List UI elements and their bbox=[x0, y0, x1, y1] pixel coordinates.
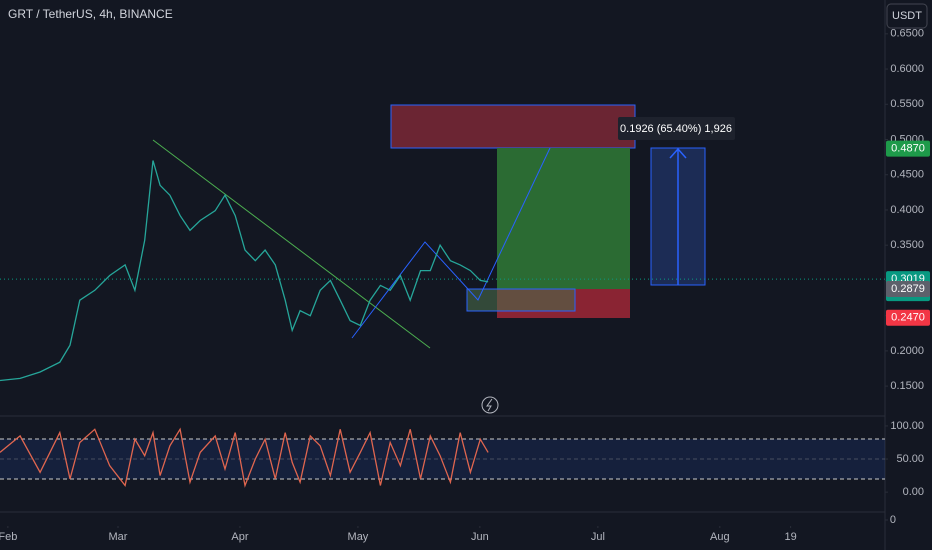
y2-tick-label: 100.00 bbox=[890, 420, 924, 432]
currency-label[interactable]: USDT bbox=[892, 10, 922, 22]
event-icon bbox=[481, 396, 499, 414]
y-tick-label: 0.6500 bbox=[890, 28, 924, 40]
y-tick-label: 0.4500 bbox=[890, 169, 924, 181]
x-tick-label: Aug bbox=[710, 531, 730, 543]
x-tick-label: Jun bbox=[471, 531, 489, 543]
y2-tick-label: 50.00 bbox=[896, 453, 924, 465]
x-tick-label: Feb bbox=[0, 531, 17, 543]
target-zone bbox=[390, 104, 636, 149]
oscillator-line bbox=[0, 427, 489, 488]
y-tick-label: 0.6000 bbox=[890, 63, 924, 75]
y-tick-label: 0.3500 bbox=[890, 239, 924, 251]
trend-line bbox=[152, 139, 431, 349]
y-tick-label: 0.4000 bbox=[890, 204, 924, 216]
event-bolt bbox=[486, 398, 493, 412]
y-tick-label: 0.2000 bbox=[890, 345, 924, 357]
y-tick-label: 0.1500 bbox=[890, 380, 924, 392]
x-tick-label: Apr bbox=[231, 531, 248, 543]
price-badge bbox=[886, 140, 930, 157]
measure-arrowhead bbox=[669, 147, 687, 159]
x-tick-label: May bbox=[348, 531, 369, 543]
x-tick-label: 19 bbox=[784, 531, 796, 543]
price-badge bbox=[886, 309, 930, 326]
tooltip bbox=[618, 117, 735, 140]
x-tick-label: Mar bbox=[109, 531, 128, 543]
x-tick-label: Jul bbox=[591, 531, 605, 543]
y3-tick-label: 0 bbox=[890, 514, 896, 526]
price-badge-label: 0.4870 bbox=[891, 143, 925, 155]
price-line bbox=[0, 160, 489, 382]
chart-title: GRT / TetherUS, 4h, BINANCE bbox=[8, 7, 173, 21]
price-badge-label: 0.2470 bbox=[891, 312, 925, 324]
currency-button[interactable] bbox=[886, 3, 928, 29]
price-badge bbox=[886, 280, 930, 297]
entry-zone bbox=[466, 288, 576, 312]
profit-zone bbox=[497, 148, 630, 289]
tooltip-text: 0.1926 (65.40%) 1,926 bbox=[620, 123, 732, 135]
y2-tick-label: 0.00 bbox=[903, 486, 924, 498]
y-tick-label: 0.5500 bbox=[890, 98, 924, 110]
price-badge-label: 0.2879 bbox=[891, 283, 925, 295]
